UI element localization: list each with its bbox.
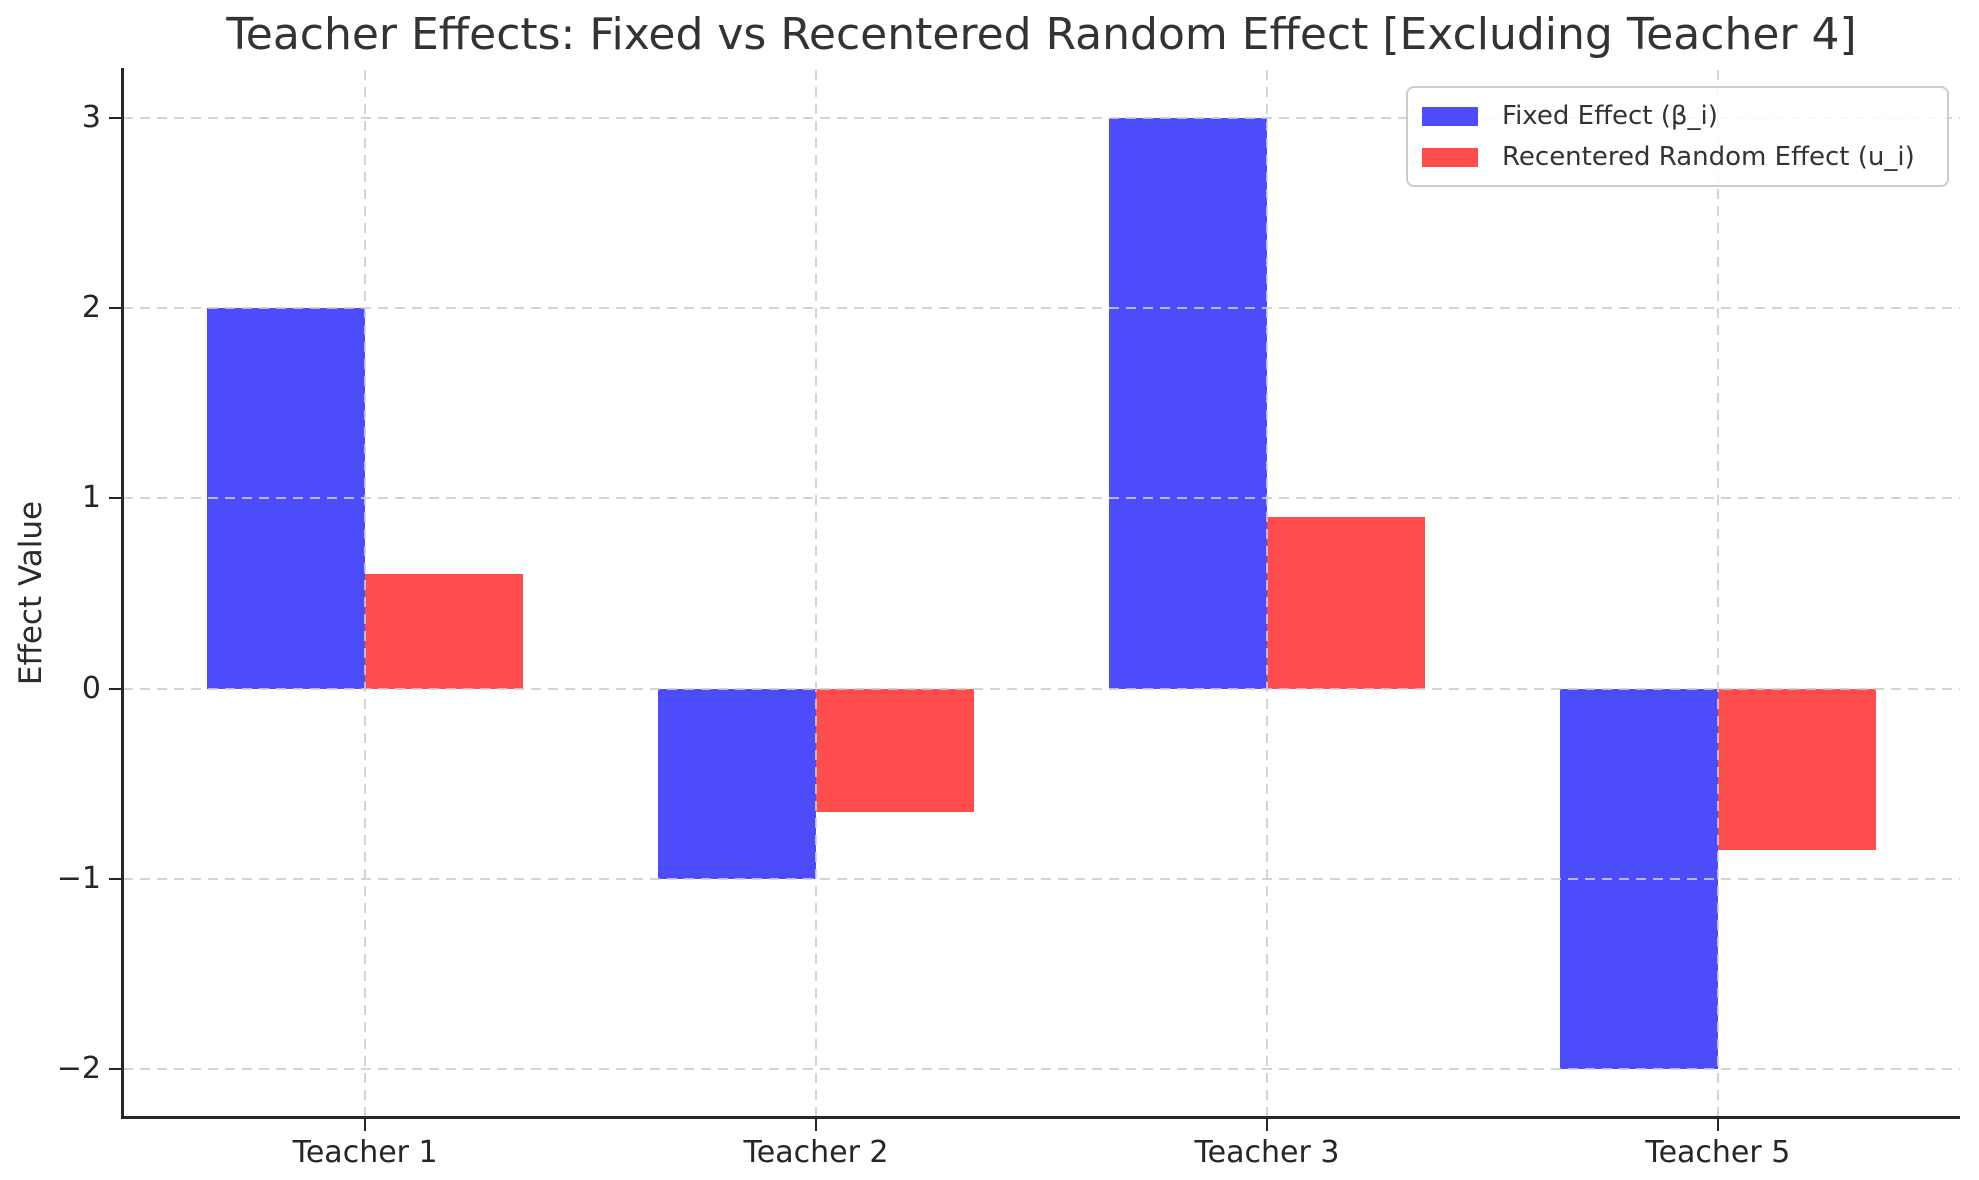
y-axis-line <box>121 68 124 1117</box>
x-tick-mark <box>1716 1119 1719 1131</box>
x-axis-line <box>121 1116 1960 1119</box>
fixed-effect-swatch-icon <box>1422 106 1478 126</box>
legend: Fixed Effect (β_i) Recentered Random Eff… <box>1406 86 1949 187</box>
y-tick-label: 1 <box>81 480 101 516</box>
y-tick-mark <box>109 497 122 500</box>
y-tick-label: 2 <box>81 289 101 325</box>
chart-title: Teacher Effects: Fixed vs Recentered Ran… <box>226 9 1857 60</box>
y-tick-mark <box>109 687 122 690</box>
x-tick-label-teacher-1: Teacher 1 <box>292 1135 438 1170</box>
gridline-horizontal <box>123 116 1960 119</box>
x-tick-label-teacher-5: Teacher 5 <box>1645 1135 1791 1170</box>
y-axis-label: Effect Value <box>13 500 49 686</box>
gridline-horizontal <box>123 306 1960 309</box>
y-tick-label: −2 <box>56 1051 101 1087</box>
gridline-horizontal <box>123 1068 1960 1071</box>
bar-recentered-random-effect-teacher-2 <box>816 688 974 813</box>
x-tick-label-teacher-3: Teacher 3 <box>1194 1135 1340 1170</box>
gridline-vertical <box>1265 70 1268 1117</box>
x-tick-mark <box>1265 1119 1268 1131</box>
gridline-vertical <box>815 70 818 1117</box>
x-tick-label-teacher-2: Teacher 2 <box>743 1135 889 1170</box>
bar-recentered-random-effect-teacher-5 <box>1717 688 1876 851</box>
recentered-random-effect-swatch-icon <box>1422 147 1478 167</box>
bar-fixed-effect-teacher-2 <box>658 688 817 880</box>
gridline-horizontal <box>123 878 1960 881</box>
gridline-vertical <box>364 70 367 1117</box>
legend-item-fixed-effect: Fixed Effect (β_i) <box>1422 101 1933 131</box>
gridline-horizontal <box>123 497 1960 500</box>
legend-item-recentered-random-effect: Recentered Random Effect (u_i) <box>1422 142 1933 172</box>
legend-label-recentered-random-effect: Recentered Random Effect (u_i) <box>1502 142 1915 172</box>
legend-label-fixed-effect: Fixed Effect (β_i) <box>1502 101 1718 131</box>
y-tick-label: −1 <box>56 861 101 897</box>
bar-fixed-effect-teacher-3 <box>1109 117 1267 689</box>
x-tick-mark <box>364 1119 367 1131</box>
y-tick-label: 0 <box>81 670 101 706</box>
plot-area: 3 2 1 0 −1 −2 Teacher 1 Teacher 2 Teacher 3 Teach… <box>57 68 1960 1170</box>
x-tick-mark <box>815 1119 818 1131</box>
bar-recentered-random-effect-teacher-3 <box>1266 517 1425 689</box>
y-tick-mark <box>109 306 122 309</box>
y-tick-mark <box>109 116 122 119</box>
gridline-horizontal <box>123 687 1960 690</box>
gridline-vertical <box>1716 70 1719 1117</box>
y-tick-mark <box>109 1068 122 1071</box>
y-tick-label: 3 <box>81 99 101 135</box>
bar-recentered-random-effect-teacher-1 <box>365 574 523 689</box>
y-tick-mark <box>109 878 122 881</box>
